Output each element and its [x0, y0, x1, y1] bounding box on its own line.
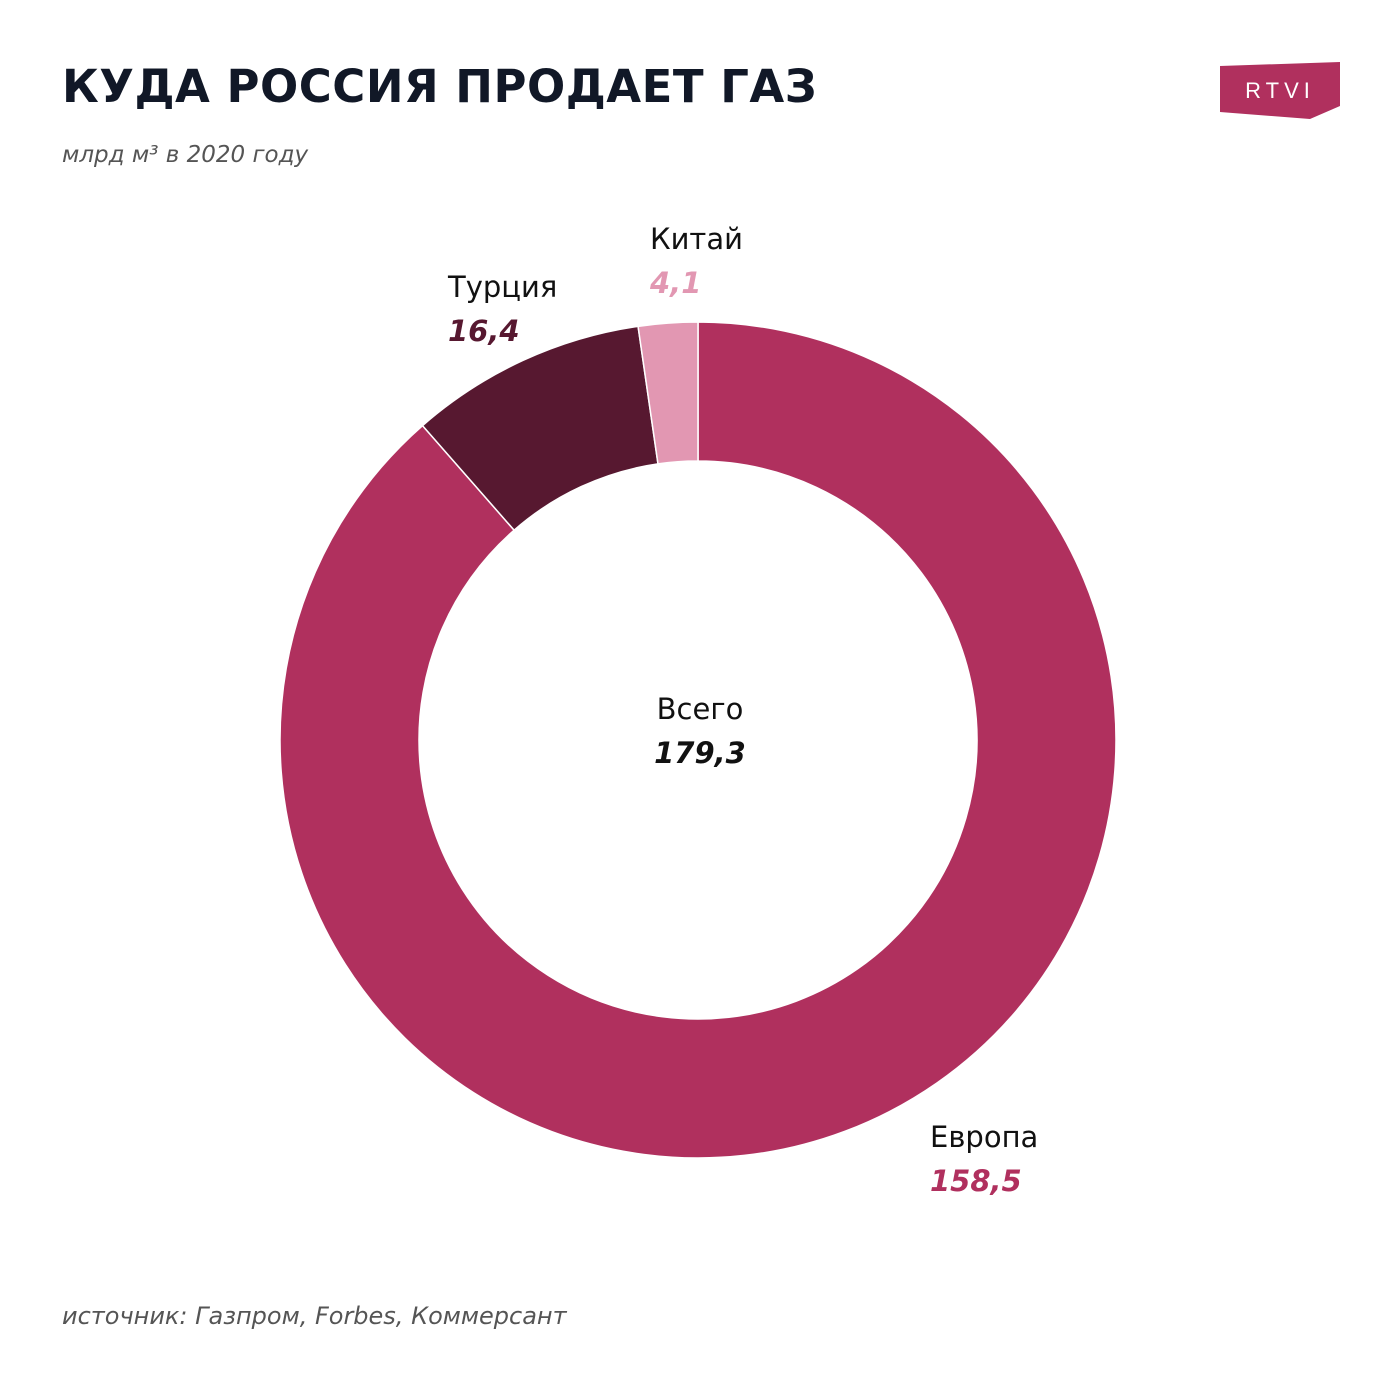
value-europe: 158,5	[930, 1164, 1022, 1198]
subtitle: млрд м³ в 2020 году	[62, 142, 309, 168]
svg-text:RTVI: RTVI	[1245, 78, 1315, 103]
label-europe: Европа	[930, 1120, 1039, 1154]
slice-china	[637, 321, 699, 465]
label-turkey: Турция	[448, 270, 558, 304]
value-china: 4,1	[650, 266, 702, 300]
value-turkey: 16,4	[448, 314, 520, 348]
rtvi-logo: RTVI	[1220, 62, 1340, 119]
slice-europe	[279, 321, 1117, 1159]
total-value: 179,3	[654, 736, 746, 770]
label-china: Китай	[650, 222, 743, 256]
page-title: КУДА РОССИЯ ПРОДАЕТ ГАЗ	[62, 60, 818, 113]
source-note: источник: Газпром, Forbes, Коммерсант	[62, 1302, 567, 1330]
total-label: Всего	[656, 692, 744, 726]
